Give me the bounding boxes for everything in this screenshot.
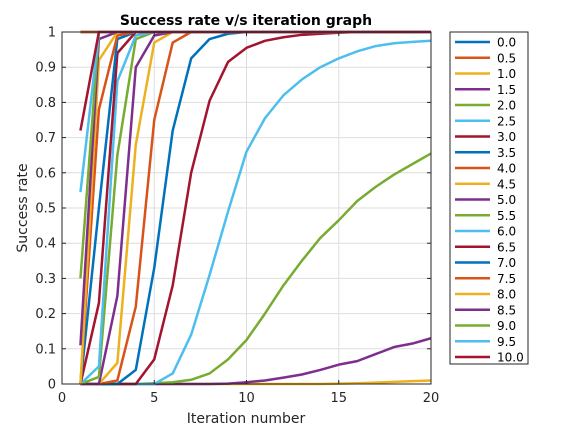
legend-label: 5.5 (497, 209, 516, 223)
legend-label: 6.0 (497, 225, 516, 239)
y-tick-label: 0.1 (35, 342, 56, 357)
y-tick-label: 0.7 (35, 131, 56, 146)
y-tick-label: 1 (48, 26, 56, 41)
y-tick-label: 0.9 (35, 61, 56, 76)
legend-label: 3.5 (497, 146, 516, 160)
y-tick-label: 0.4 (35, 237, 56, 252)
y-tick-label: 0.6 (35, 166, 56, 181)
y-tick-label: 0.3 (35, 272, 56, 287)
legend-label: 3.0 (497, 130, 516, 144)
legend-box (449, 31, 529, 365)
legend: 0.00.5 1.0 1.5 2.02.5 3.0 3.5 4.04.5 5.0 5.5 6.06… (449, 31, 529, 365)
legend-label: 9.5 (497, 335, 516, 349)
legend-label: 7.5 (497, 272, 516, 286)
y-axis-ticks: 0 0.1 0.2 0.3 0.4 0.5 0.6 0.7 0.8 0.9 1 (35, 26, 431, 393)
legend-label: 0.0 (497, 36, 516, 50)
x-tick-label: 10 (238, 391, 255, 406)
legend-label: 8.0 (497, 288, 516, 302)
legend-label: 2.0 (497, 99, 516, 113)
legend-label: 4.0 (497, 162, 516, 176)
y-tick-label: 0 (48, 378, 56, 393)
legend-label: 1.0 (497, 67, 516, 81)
legend-label: 6.5 (497, 240, 516, 254)
legend-label: 5.0 (497, 193, 516, 207)
x-tick-label: 5 (150, 391, 158, 406)
legend-label: 4.5 (497, 177, 516, 191)
x-tick-label: 0 (58, 391, 66, 406)
legend-label: 9.0 (497, 319, 516, 333)
chart-title: Success rate v/s iteration graph (120, 13, 372, 29)
y-tick-label: 0.5 (35, 202, 56, 217)
legend-label: 0.5 (497, 51, 516, 65)
y-axis-label: Success rate (15, 163, 31, 252)
x-tick-label: 20 (423, 391, 440, 406)
legend-label: 8.5 (497, 303, 516, 317)
y-tick-label: 0.2 (35, 307, 56, 322)
legend-label: 1.5 (497, 83, 516, 97)
x-axis-ticks: 0 5 10 15 20 (58, 32, 439, 406)
legend-label: 10.0 (497, 351, 524, 365)
legend-label: 7.0 (497, 256, 516, 270)
y-tick-label: 0.8 (35, 96, 56, 111)
legend-label: 2.5 (497, 114, 516, 128)
x-axis-label: Iteration number (187, 411, 306, 427)
x-tick-label: 15 (330, 391, 347, 406)
